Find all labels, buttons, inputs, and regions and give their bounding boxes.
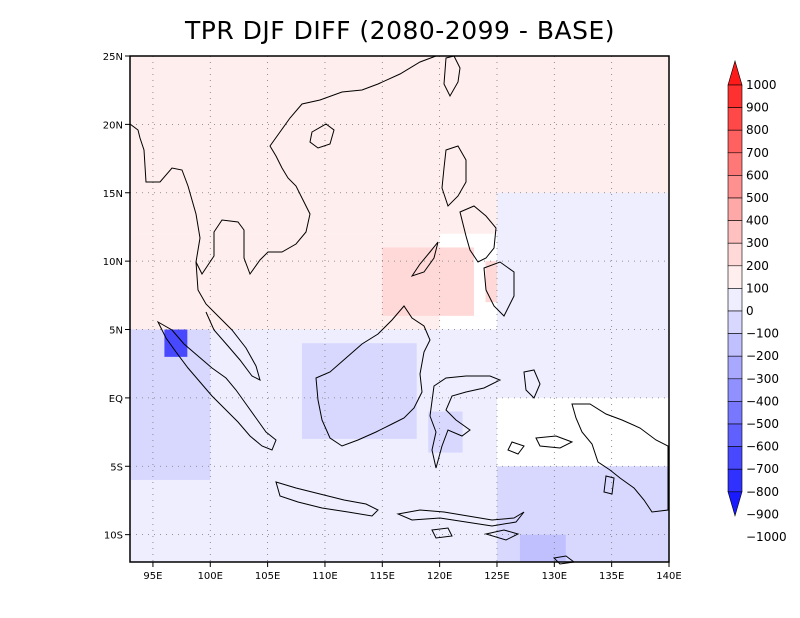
colorbar-swatch	[727, 378, 743, 402]
colorbar-swatch	[727, 84, 743, 108]
colorbar-label: −500	[746, 417, 779, 431]
field-layer	[130, 56, 669, 562]
coastline-philippines	[441, 145, 515, 317]
field-region	[302, 343, 417, 439]
colorbar-swatch	[727, 355, 743, 380]
colorbar-label: −100	[746, 327, 779, 341]
field-region	[164, 329, 188, 357]
colorbar-top-arrow	[727, 59, 743, 86]
field-region	[382, 247, 475, 316]
colorbar-label: −700	[746, 462, 779, 476]
coastline-nusa-tenggara	[396, 509, 525, 541]
x-tick-label: 130E	[542, 571, 567, 582]
colorbar-swatch	[727, 175, 743, 199]
y-tick-label: 5N	[109, 326, 123, 337]
coastline-maluku	[507, 369, 615, 565]
colorbar-label: 700	[746, 146, 769, 160]
colorbar-label: 600	[746, 168, 769, 182]
colorbar-swatch	[727, 310, 743, 334]
colorbar-swatch	[727, 446, 743, 470]
colorbar-label: 400	[746, 214, 769, 228]
colorbar-label: −900	[746, 507, 779, 521]
x-tick-label: 95E	[143, 571, 162, 582]
colorbar-swatch	[727, 468, 743, 493]
colorbar-swatch	[727, 152, 743, 176]
y-tick-label: 10N	[103, 257, 123, 268]
colorbar-label: −400	[746, 394, 779, 408]
colorbar-swatch	[727, 423, 743, 447]
x-tick-label: 110E	[312, 571, 337, 582]
colorbar-label: 0	[746, 304, 754, 318]
coastline-palawan	[410, 241, 439, 277]
colorbar-label: −800	[746, 485, 779, 499]
colorbar-swatch	[727, 242, 743, 267]
plot-frame	[129, 55, 670, 563]
coastline-hainan	[309, 123, 335, 149]
field-region	[519, 534, 566, 562]
y-tick-label: 20N	[103, 120, 123, 131]
colorbar-label: 100	[746, 281, 769, 295]
colorbar-label: −300	[746, 372, 779, 386]
colorbar-label: 900	[746, 101, 769, 115]
y-tick-label: 15N	[103, 189, 123, 200]
x-tick-label: 105E	[255, 571, 280, 582]
x-tick-label: 100E	[198, 571, 223, 582]
y-tick-label: 5S	[110, 462, 123, 473]
colorbar-swatch	[727, 197, 743, 221]
colorbar-swatch	[727, 107, 743, 131]
x-tick-label: 125E	[484, 571, 509, 582]
colorbar-swatch	[727, 220, 743, 244]
colorbar-swatch	[727, 333, 743, 357]
coastline-malay-peninsula	[195, 261, 261, 381]
x-tick-label: 115E	[370, 571, 395, 582]
colorbar-swatch	[727, 401, 743, 425]
coastline-layer	[129, 55, 669, 565]
colorbar-label: −200	[746, 349, 779, 363]
field-region	[496, 192, 669, 398]
coastline-indochina	[129, 55, 437, 276]
colorbar-label: 300	[746, 236, 769, 250]
colorbar-label: −1000	[746, 530, 787, 544]
coastline-sumatra	[156, 320, 277, 451]
colorbar-label: −600	[746, 440, 779, 454]
y-axis: 25N 20N 15N 10N 5N EQ 5S 10S	[103, 52, 130, 542]
field-region	[428, 411, 463, 453]
colorbar-label: 1000	[746, 78, 777, 92]
colorbar-swatch	[727, 288, 743, 312]
colorbar-label: 800	[746, 123, 769, 137]
chart-title: TPR DJF DIFF (2080-2099 - BASE)	[184, 16, 616, 45]
colorbar-label: 200	[746, 259, 769, 273]
colorbar-label: 500	[746, 191, 769, 205]
coastline-new-guinea	[571, 403, 669, 513]
colorbar-legend: 10009008007006005004003002001000−100−200…	[727, 59, 787, 544]
x-tick-label: 140E	[656, 571, 681, 582]
x-tick-label: 135E	[599, 571, 624, 582]
x-axis: 95E 100E 105E 110E 115E 120E 125E 130E 135E 140E	[143, 562, 682, 582]
coastline-borneo	[315, 305, 431, 447]
colorbar-swatch	[727, 265, 743, 289]
y-tick-label: 25N	[103, 52, 123, 63]
y-tick-label: 10S	[104, 531, 123, 542]
coastline-java	[275, 481, 379, 517]
x-tick-label: 120E	[427, 571, 452, 582]
colorbar-bottom-arrow	[727, 491, 743, 517]
coastline-sulawesi	[429, 375, 502, 469]
y-tick-label: EQ	[109, 394, 123, 405]
colorbar-swatch	[727, 129, 743, 154]
